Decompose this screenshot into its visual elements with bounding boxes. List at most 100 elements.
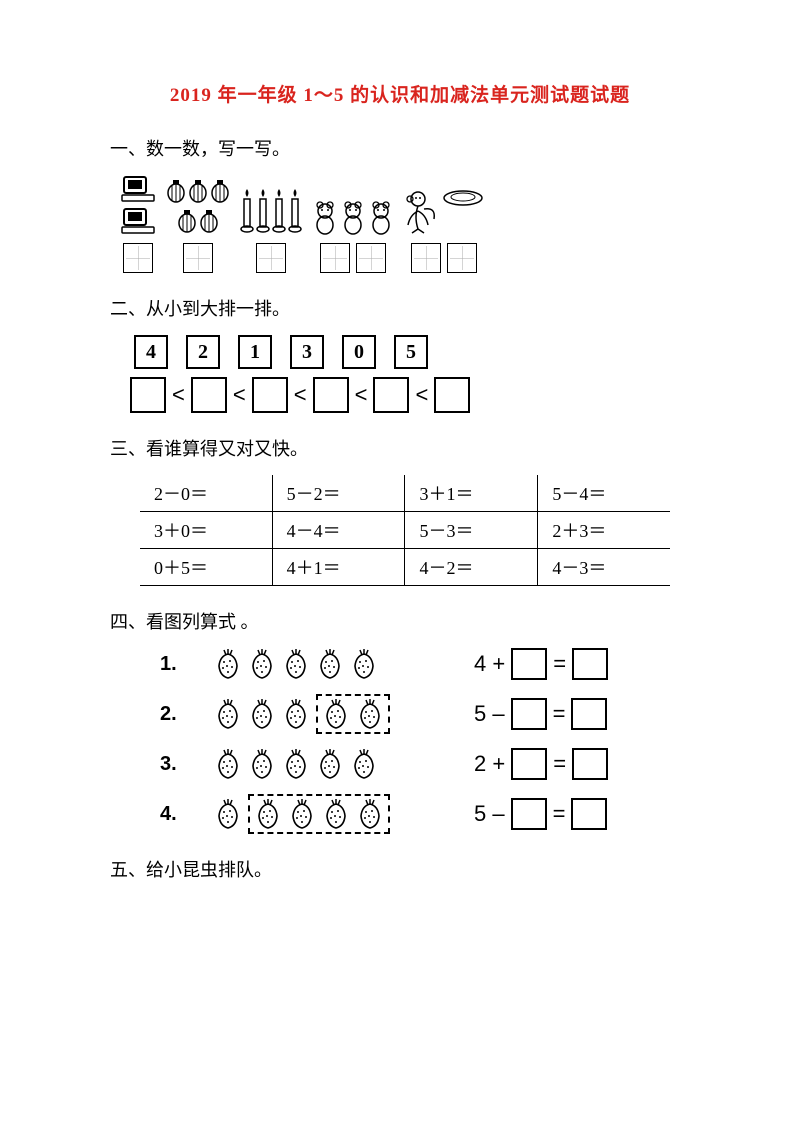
calc-cell[interactable]: 2－0＝ <box>140 475 272 512</box>
lantern-icon <box>177 209 197 235</box>
answer-box[interactable] <box>571 698 607 730</box>
equation-lhs: 5 – <box>474 701 505 727</box>
answer-box[interactable] <box>130 377 166 413</box>
count-group-computers <box>120 175 156 273</box>
answer-box[interactable] <box>572 748 608 780</box>
section5-heading: 五、给小昆虫排队。 <box>110 856 690 882</box>
calc-cell[interactable]: 4－3＝ <box>538 549 670 586</box>
number-box: 1 <box>238 335 272 369</box>
strawberry-icon <box>282 748 310 780</box>
berry-group <box>248 794 390 834</box>
strawberry-icon <box>248 698 276 730</box>
strawberry-icon <box>316 648 344 680</box>
answer-box[interactable] <box>123 243 153 273</box>
berry-group <box>214 648 344 680</box>
answer-box[interactable] <box>434 377 470 413</box>
computer-icon <box>120 207 156 235</box>
equals-sign: = <box>553 801 566 827</box>
number-box: 4 <box>134 335 168 369</box>
answer-box[interactable] <box>256 243 286 273</box>
equation-lhs: 5 – <box>474 801 505 827</box>
equation: 2 += <box>474 748 608 780</box>
worksheet-page: 2019 年一年级 1～5 的认识和加减法单元测试题试题 一、数一数，写一写。 <box>0 0 800 926</box>
berry-group <box>282 748 378 780</box>
berry-group <box>214 698 310 730</box>
computer-icon <box>120 175 156 203</box>
lantern-icon <box>166 179 186 205</box>
page-title: 2019 年一年级 1～5 的认识和加减法单元测试题试题 <box>110 80 690 107</box>
berry-groups <box>214 794 444 834</box>
count-group-lanterns <box>166 179 230 273</box>
calc-cell[interactable]: 5－2＝ <box>272 475 405 512</box>
answer-box[interactable] <box>511 698 547 730</box>
answer-box[interactable] <box>313 377 349 413</box>
answer-box[interactable] <box>373 377 409 413</box>
berry-group <box>350 648 378 680</box>
less-than-sign: < <box>170 382 187 408</box>
calc-cell[interactable]: 3＋1＝ <box>405 475 538 512</box>
answer-box[interactable] <box>511 648 547 680</box>
strawberry-icon <box>214 698 242 730</box>
berry-group <box>214 798 242 830</box>
berry-groups <box>214 694 444 734</box>
section1-heading: 一、数一数，写一写。 <box>110 135 690 161</box>
answer-box[interactable] <box>411 243 441 273</box>
count-group-monkey <box>404 189 484 273</box>
equation: 5 – = <box>474 698 607 730</box>
number-box: 2 <box>186 335 220 369</box>
calc-cell[interactable]: 4－4＝ <box>272 512 405 549</box>
berry-groups <box>214 648 444 680</box>
calc-cell[interactable]: 4＋1＝ <box>272 549 405 586</box>
lantern-icon <box>210 179 230 205</box>
equation-row: 4. 5 – = <box>160 794 690 834</box>
item-number: 1. <box>160 653 184 676</box>
equation-lhs: 4 + <box>474 651 505 677</box>
answer-box[interactable] <box>447 243 477 273</box>
calc-cell[interactable]: 5－4＝ <box>538 475 670 512</box>
bear-icon <box>340 199 366 235</box>
answer-box[interactable] <box>572 648 608 680</box>
equation-lhs: 2 + <box>474 751 505 777</box>
strawberry-icon <box>282 648 310 680</box>
strawberry-icon <box>214 648 242 680</box>
item-number: 3. <box>160 753 184 776</box>
strawberry-icon <box>214 798 242 830</box>
answer-box[interactable] <box>356 243 386 273</box>
calculation-table: 2－0＝ 5－2＝ 3＋1＝ 5－4＝ 3＋0＝ 4－4＝ 5－3＝ 2＋3＝ … <box>140 475 670 586</box>
answer-box[interactable] <box>511 798 547 830</box>
item-number: 4. <box>160 803 184 826</box>
calc-cell[interactable]: 2＋3＝ <box>538 512 670 549</box>
candle-icon <box>288 187 302 235</box>
answer-box[interactable] <box>320 243 350 273</box>
equation-row: 3. 2 += <box>160 748 690 780</box>
answer-box[interactable] <box>571 798 607 830</box>
lantern-icon <box>199 209 219 235</box>
calc-cell[interactable]: 3＋0＝ <box>140 512 272 549</box>
strawberry-icon <box>288 798 316 830</box>
number-box: 3 <box>290 335 324 369</box>
answer-box[interactable] <box>252 377 288 413</box>
equals-sign: = <box>553 651 566 677</box>
table-row: 0＋5＝ 4＋1＝ 4－2＝ 4－3＝ <box>140 549 670 586</box>
answer-box[interactable] <box>183 243 213 273</box>
equation-list: 1. 4 + = 2. 5 – = 3. 2 += 4. 5 – = <box>110 648 690 834</box>
calc-cell[interactable]: 4－2＝ <box>405 549 538 586</box>
bear-icon <box>312 199 338 235</box>
item-number: 2. <box>160 703 184 726</box>
strawberry-icon <box>282 698 310 730</box>
less-than-sign: < <box>353 382 370 408</box>
strawberry-icon <box>356 698 384 730</box>
number-box: 5 <box>394 335 428 369</box>
number-box: 0 <box>342 335 376 369</box>
less-than-sign: < <box>231 382 248 408</box>
strawberry-icon <box>322 798 350 830</box>
equation: 5 – = <box>474 798 607 830</box>
bear-icon <box>368 199 394 235</box>
answer-box[interactable] <box>511 748 547 780</box>
calc-cell[interactable]: 5－3＝ <box>405 512 538 549</box>
table-row: 3＋0＝ 4－4＝ 5－3＝ 2＋3＝ <box>140 512 670 549</box>
answer-box[interactable] <box>191 377 227 413</box>
calc-cell[interactable]: 0＋5＝ <box>140 549 272 586</box>
less-than-sign: < <box>292 382 309 408</box>
equals-sign: = <box>553 701 566 727</box>
